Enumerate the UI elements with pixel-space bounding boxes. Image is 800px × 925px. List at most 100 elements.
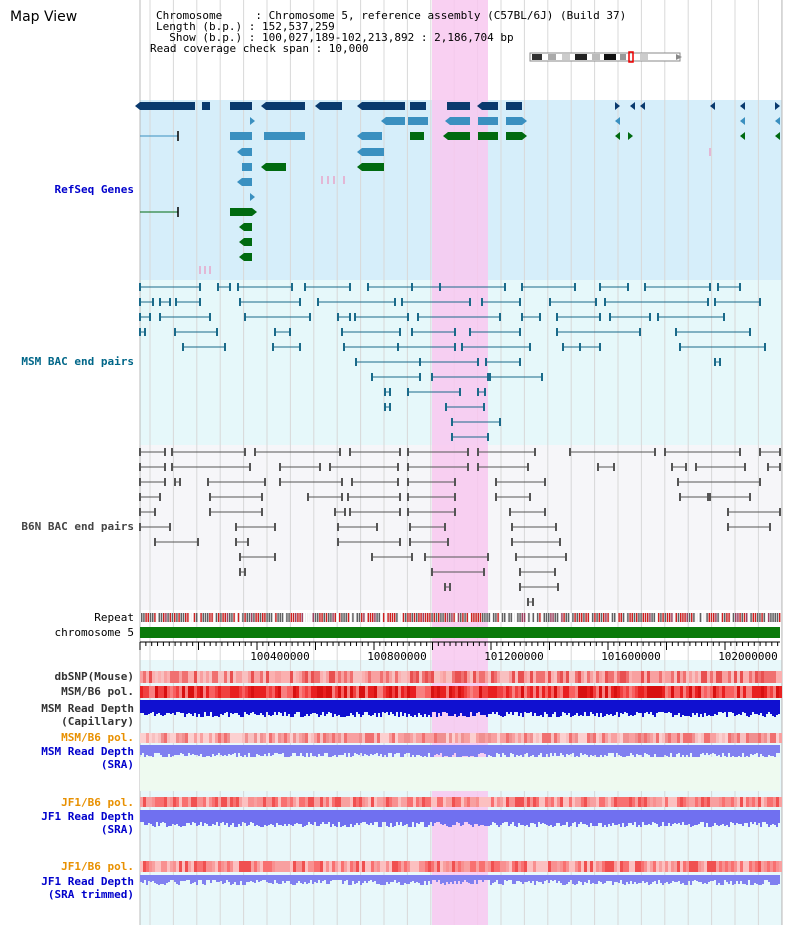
repeat-bar (537, 613, 539, 622)
track-label-msm-b6-pol-2[interactable]: MSM/B6 pol. (61, 731, 134, 744)
heat-cell (527, 733, 530, 743)
heat-cell (353, 861, 356, 872)
repeat-bar (730, 613, 732, 622)
depth-bar (484, 745, 486, 754)
track-label-msm-depth-capillary[interactable]: MSM Read Depth (41, 702, 134, 715)
heat-cell (236, 686, 239, 698)
heat-cell (182, 861, 185, 872)
depth-bar (506, 875, 508, 881)
depth-bar (212, 745, 214, 754)
track-label-repeat[interactable]: Repeat (94, 611, 134, 624)
depth-bar (612, 810, 614, 823)
repeat-bar (429, 613, 431, 622)
repeat-bar (358, 613, 361, 622)
depth-bar (242, 810, 244, 822)
heat-cell (554, 671, 557, 683)
depth-bar (546, 745, 548, 754)
depth-bar (554, 745, 556, 753)
track-label-b6n-bac[interactable]: B6N BAC end pairs (21, 520, 134, 533)
heat-cell (356, 733, 359, 743)
repeat-bar (213, 613, 215, 622)
depth-bar (778, 700, 780, 714)
depth-bar (380, 700, 382, 717)
depth-bar (290, 875, 292, 884)
track-label-msm-depth-sra[interactable]: MSM Read Depth (41, 745, 134, 758)
heat-cell (707, 797, 710, 807)
heat-cell (644, 861, 647, 872)
depth-bar (350, 810, 352, 824)
depth-bar (642, 745, 644, 758)
depth-bar (162, 745, 164, 758)
repeat-bar (169, 613, 171, 622)
depth-bar (190, 745, 192, 755)
heat-cell (557, 861, 560, 872)
heat-cell (521, 733, 524, 743)
depth-bar (252, 745, 254, 757)
depth-bar (582, 700, 584, 716)
heat-cell (632, 861, 635, 872)
heat-cell (485, 861, 488, 872)
track-label-refseq[interactable]: RefSeq Genes (54, 183, 134, 196)
track-label-dbsnp[interactable]: dbSNP(Mouse) (54, 670, 134, 683)
depth-bar (386, 810, 388, 826)
heat-cell (290, 797, 293, 807)
repeat-bar (607, 613, 609, 622)
heat-cell (662, 797, 665, 807)
depth-bar (494, 700, 496, 714)
heat-cell (695, 686, 698, 698)
track-label-msm-bac[interactable]: MSM BAC end pairs (21, 355, 134, 368)
chromosome-bar (140, 627, 780, 638)
heat-cell (278, 861, 281, 872)
depth-bar (566, 745, 568, 754)
chromosome-ideogram[interactable] (529, 51, 682, 63)
depth-bar (366, 810, 368, 824)
depth-bar (676, 875, 678, 882)
heat-cell (251, 797, 254, 807)
depth-bar (230, 700, 232, 713)
depth-bar (276, 700, 278, 715)
track-label-msm-b6-pol[interactable]: MSM/B6 pol. (61, 685, 134, 698)
track-label-jf1-b6-pol[interactable]: JF1/B6 pol. (61, 796, 134, 809)
track-label-jf1-depth-trimmed[interactable]: JF1 Read Depth (41, 875, 134, 888)
heat-cell (230, 686, 233, 698)
heat-cell (680, 797, 683, 807)
depth-bar (738, 745, 740, 756)
heat-cell (497, 733, 500, 743)
repeat-bar (517, 613, 519, 622)
heat-cell (575, 797, 578, 807)
repeat-bar (350, 613, 352, 622)
heat-cell (413, 733, 416, 743)
heat-cell (431, 671, 434, 683)
heat-cell (494, 671, 497, 683)
heat-cell (662, 861, 665, 872)
heat-cell (344, 686, 347, 698)
heat-cell (626, 861, 629, 872)
depth-bar (746, 745, 748, 756)
heat-cell (731, 733, 734, 743)
depth-bar (620, 810, 622, 827)
heat-cell (233, 671, 236, 683)
heat-cell (221, 797, 224, 807)
depth-bar (622, 810, 624, 823)
heat-cell (764, 797, 767, 807)
heat-cell (650, 797, 653, 807)
depth-bar (728, 810, 730, 827)
heat-cell (674, 686, 677, 698)
repeat-bar (281, 613, 284, 622)
repeat-bar (387, 613, 389, 622)
depth-bar (636, 810, 638, 827)
track-label-jf1-b6-pol-2[interactable]: JF1/B6 pol. (61, 860, 134, 873)
depth-bar (140, 700, 142, 713)
heat-cell (389, 671, 392, 683)
repeat-bar (207, 613, 209, 622)
heat-cell (170, 733, 173, 743)
depth-bar (158, 875, 160, 885)
heat-cell (323, 733, 326, 743)
depth-bar (712, 745, 714, 753)
heat-cell (281, 671, 284, 683)
depth-bar (750, 700, 752, 715)
repeat-bar (675, 613, 677, 622)
depth-bar (376, 810, 378, 822)
track-label-jf1-depth-sra[interactable]: JF1 Read Depth (41, 810, 134, 823)
